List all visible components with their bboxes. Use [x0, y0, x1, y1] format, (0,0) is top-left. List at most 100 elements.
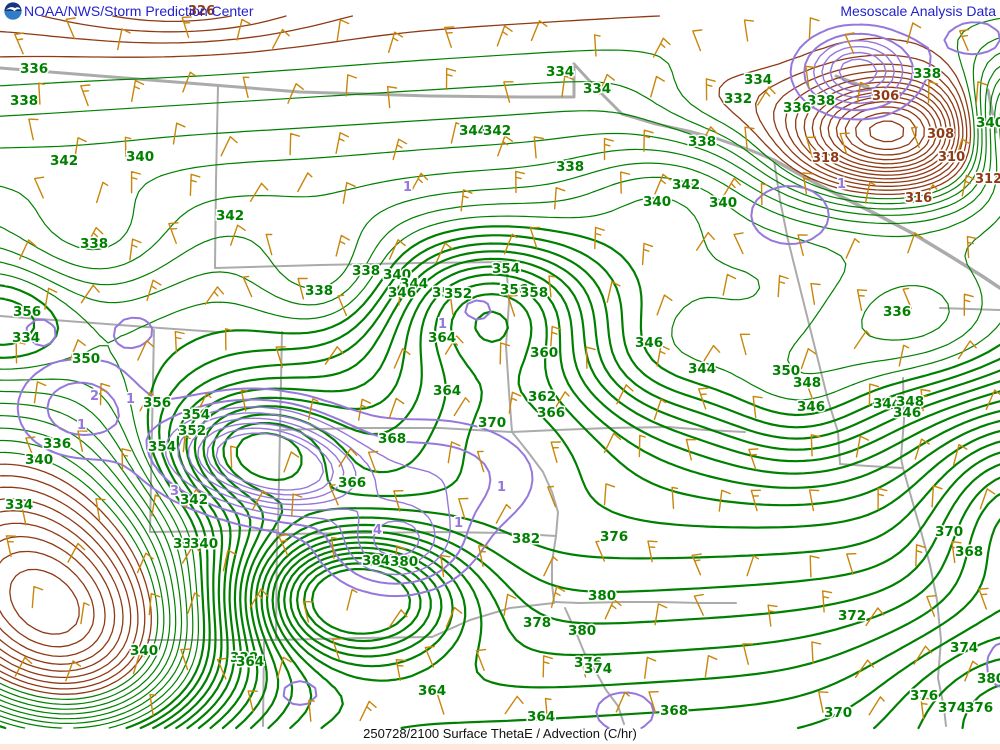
contour-label: 338 [352, 263, 380, 279]
contour-label: 374 [950, 640, 978, 656]
contour-label: 366 [338, 475, 366, 491]
noaa-logo [4, 2, 22, 20]
contour-label: 370 [824, 705, 852, 721]
contour-label: 364 [433, 383, 461, 399]
contour-label: 380 [977, 671, 1000, 687]
contour-label: 376 [910, 688, 938, 704]
contour-label: 370 [935, 524, 963, 540]
contour-label: 364 [428, 330, 456, 346]
map-caption: 250728/2100 Surface ThetaE / Advection (… [363, 726, 637, 741]
advection-contours-layer [16, 21, 1000, 729]
contour-label: 3 [170, 484, 179, 499]
contour-label: 352 [178, 423, 206, 439]
contour-label: 380 [588, 588, 616, 604]
contour-label: 338 [556, 159, 584, 175]
site-title: NOAA/NWS/Storm Prediction Center [24, 3, 254, 19]
contour-label: 368 [955, 544, 983, 560]
contour-label: 360 [530, 345, 558, 361]
contour-label: 374 [584, 661, 612, 677]
contour-label: 340 [383, 267, 411, 283]
contour-label: 356 [500, 282, 528, 298]
contour-label: 340 [976, 115, 1000, 131]
contour-label: 368 [378, 431, 406, 447]
contour-label: 364 [527, 709, 555, 725]
contour-label: 362 [528, 389, 556, 405]
contour-label: 350 [432, 285, 460, 301]
contour-label: 348 [793, 375, 821, 391]
contour-label: 372 [838, 608, 866, 624]
contour-label: 354 [148, 439, 176, 455]
contour-label: 334 [546, 64, 574, 80]
contour-label: 368 [660, 703, 688, 719]
contour-label: 1 [126, 392, 135, 407]
contour-label: 1 [497, 480, 506, 495]
contour-label: 342 [216, 208, 244, 224]
contour-label: 364 [236, 654, 264, 670]
contour-label: 354 [492, 261, 520, 277]
contour-label: 350 [72, 351, 100, 367]
contour-label: 334 [583, 81, 611, 97]
contour-label: 346 [635, 335, 663, 351]
contour-label: 336 [783, 100, 811, 116]
contour-label: 378 [523, 615, 551, 631]
contour-label: 346 [797, 399, 825, 415]
contour-label: 338 [688, 134, 716, 150]
contour-label: 336 [883, 304, 911, 320]
contour-label: 344 [400, 276, 428, 292]
contour-label: 344 [688, 361, 716, 377]
contour-label: 358 [520, 285, 548, 301]
contour-label: 338 [913, 66, 941, 82]
contour-label: 348 [896, 394, 924, 410]
contour-label: 380 [568, 623, 596, 639]
contour-label: 318 [812, 151, 839, 166]
contour-label: 342 [50, 153, 78, 169]
contour-label: 306 [872, 89, 899, 104]
contour-label: 338 [10, 93, 38, 109]
contour-label: 338 [807, 93, 835, 109]
contour-label: 338 [305, 283, 333, 299]
contour-label: 340 [709, 195, 737, 211]
contour-label: 332 [724, 91, 752, 107]
contour-label: 340 [190, 536, 218, 552]
contour-label: 4 [373, 523, 382, 538]
contour-label: 340 [126, 149, 154, 165]
contour-label: 356 [13, 304, 41, 320]
contour-label: 374 [938, 700, 966, 716]
contour-label: 344 [873, 396, 901, 412]
contour-label: 376 [965, 700, 993, 716]
contour-label: 342 [180, 492, 208, 508]
wind-barbs-layer [5, 16, 1000, 722]
contour-label: 350 [772, 363, 800, 379]
contour-label: 342 [672, 177, 700, 193]
contour-label: 308 [927, 127, 954, 142]
contour-label: 334 [12, 330, 40, 346]
contour-label: 342 [483, 123, 511, 139]
contour-label: 326 [188, 4, 215, 19]
contour-label: 380 [390, 554, 418, 570]
contour-label: 376 [600, 529, 628, 545]
contour-label: 1 [77, 418, 86, 433]
contour-label: 340 [643, 194, 671, 210]
bottom-strip [0, 744, 1000, 750]
contour-label: 364 [418, 683, 446, 699]
contour-label: 334 [5, 497, 33, 513]
contour-label: 338 [230, 650, 258, 666]
contour-label: 340 [25, 452, 53, 468]
contour-label: 352 [444, 286, 472, 302]
contour-label: 344 [459, 123, 487, 139]
contour-label: 1 [438, 317, 447, 332]
contour-label: 1 [454, 516, 463, 531]
contour-label: 312 [975, 172, 1000, 187]
contour-label: 340 [130, 643, 158, 659]
contour-label: 384 [362, 553, 390, 569]
contour-label: 382 [512, 531, 540, 547]
contour-label: 376 [574, 655, 602, 671]
contour-label: 336 [173, 536, 201, 552]
contour-label: 336 [20, 61, 48, 77]
contour-label: 366 [537, 405, 565, 421]
contour-label: 336 [43, 436, 71, 452]
contour-label: 1 [837, 177, 846, 192]
